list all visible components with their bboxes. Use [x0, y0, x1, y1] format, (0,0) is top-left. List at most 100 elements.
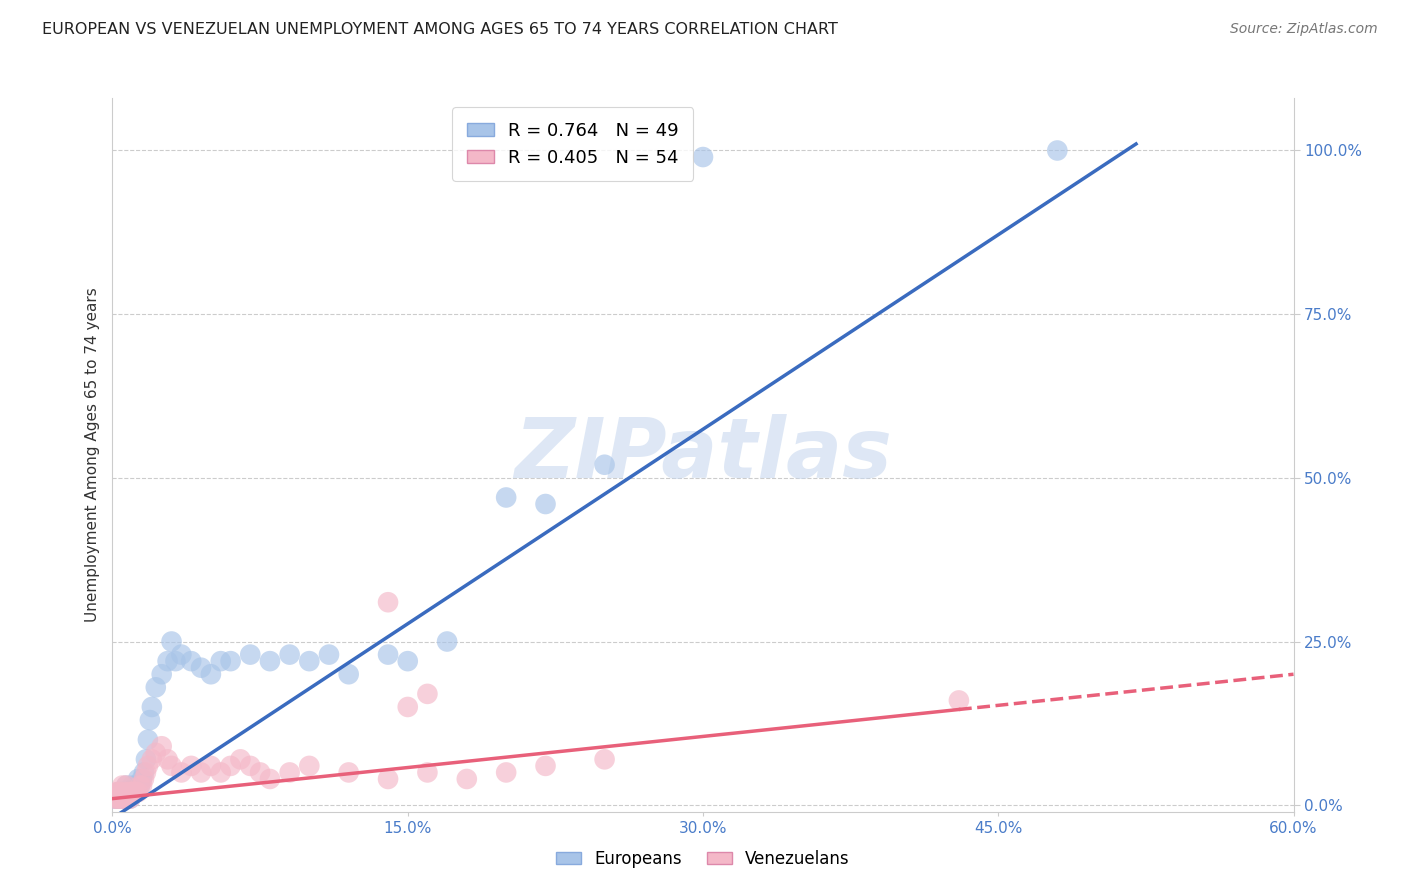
- Text: ZIPatlas: ZIPatlas: [515, 415, 891, 495]
- Point: [115, 791, 138, 805]
- Point: [105, 791, 128, 805]
- Point: [105, 785, 128, 799]
- Point: [1046, 144, 1069, 158]
- Point: [115, 779, 138, 793]
- Point: [416, 687, 439, 701]
- Point: [456, 772, 478, 786]
- Point: [131, 779, 153, 793]
- Point: [259, 654, 281, 668]
- Point: [125, 779, 148, 793]
- Point: [135, 765, 157, 780]
- Point: [110, 785, 132, 799]
- Point: [120, 785, 142, 799]
- Point: [170, 648, 193, 662]
- Point: [110, 785, 132, 799]
- Point: [112, 785, 135, 799]
- Point: [110, 791, 132, 805]
- Point: [125, 785, 148, 799]
- Point: [239, 759, 262, 773]
- Point: [165, 654, 187, 668]
- Point: [127, 772, 149, 786]
- Point: [107, 785, 129, 799]
- Point: [209, 765, 232, 780]
- Point: [278, 648, 301, 662]
- Point: [120, 791, 142, 805]
- Point: [156, 752, 179, 766]
- Point: [534, 759, 557, 773]
- Point: [416, 765, 439, 780]
- Point: [495, 491, 517, 505]
- Point: [141, 700, 163, 714]
- Point: [377, 772, 399, 786]
- Point: [112, 791, 135, 805]
- Point: [259, 772, 281, 786]
- Point: [396, 654, 419, 668]
- Point: [229, 752, 252, 766]
- Point: [112, 785, 135, 799]
- Text: EUROPEAN VS VENEZUELAN UNEMPLOYMENT AMONG AGES 65 TO 74 YEARS CORRELATION CHART: EUROPEAN VS VENEZUELAN UNEMPLOYMENT AMON…: [42, 22, 838, 37]
- Point: [337, 667, 360, 681]
- Point: [115, 791, 138, 805]
- Point: [249, 765, 271, 780]
- Point: [145, 746, 167, 760]
- Point: [107, 785, 129, 799]
- Point: [150, 667, 173, 681]
- Point: [160, 634, 183, 648]
- Point: [132, 765, 155, 780]
- Legend: Europeans, Venezuelans: Europeans, Venezuelans: [550, 844, 856, 875]
- Point: [160, 759, 183, 773]
- Point: [117, 785, 139, 799]
- Point: [111, 791, 134, 805]
- Point: [298, 654, 321, 668]
- Point: [136, 732, 159, 747]
- Point: [122, 785, 145, 799]
- Point: [593, 458, 616, 472]
- Point: [190, 661, 212, 675]
- Point: [103, 791, 125, 805]
- Point: [135, 752, 157, 766]
- Point: [107, 791, 129, 805]
- Point: [436, 634, 458, 648]
- Point: [127, 785, 149, 799]
- Point: [121, 779, 143, 793]
- Point: [278, 765, 301, 780]
- Point: [170, 765, 193, 780]
- Point: [103, 791, 125, 805]
- Point: [200, 759, 222, 773]
- Point: [107, 791, 129, 805]
- Text: Source: ZipAtlas.com: Source: ZipAtlas.com: [1230, 22, 1378, 37]
- Point: [298, 759, 321, 773]
- Point: [948, 693, 970, 707]
- Point: [200, 667, 222, 681]
- Point: [377, 648, 399, 662]
- Point: [105, 791, 128, 805]
- Point: [180, 759, 202, 773]
- Point: [396, 700, 419, 714]
- Point: [337, 765, 360, 780]
- Point: [534, 497, 557, 511]
- Point: [692, 150, 714, 164]
- Point: [111, 791, 134, 805]
- Point: [136, 759, 159, 773]
- Point: [129, 779, 152, 793]
- Point: [115, 779, 138, 793]
- Y-axis label: Unemployment Among Ages 65 to 74 years: Unemployment Among Ages 65 to 74 years: [84, 287, 100, 623]
- Point: [117, 791, 139, 805]
- Point: [111, 779, 134, 793]
- Point: [117, 785, 139, 799]
- Point: [139, 713, 162, 727]
- Point: [180, 654, 202, 668]
- Point: [318, 648, 340, 662]
- Point: [122, 785, 145, 799]
- Point: [593, 752, 616, 766]
- Point: [121, 785, 143, 799]
- Point: [120, 791, 142, 805]
- Point: [377, 595, 399, 609]
- Point: [219, 654, 242, 668]
- Point: [190, 765, 212, 780]
- Point: [132, 772, 155, 786]
- Point: [495, 765, 517, 780]
- Point: [145, 681, 167, 695]
- Point: [141, 752, 163, 766]
- Point: [219, 759, 242, 773]
